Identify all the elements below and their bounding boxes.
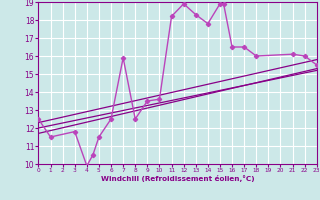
X-axis label: Windchill (Refroidissement éolien,°C): Windchill (Refroidissement éolien,°C) xyxy=(101,175,254,182)
